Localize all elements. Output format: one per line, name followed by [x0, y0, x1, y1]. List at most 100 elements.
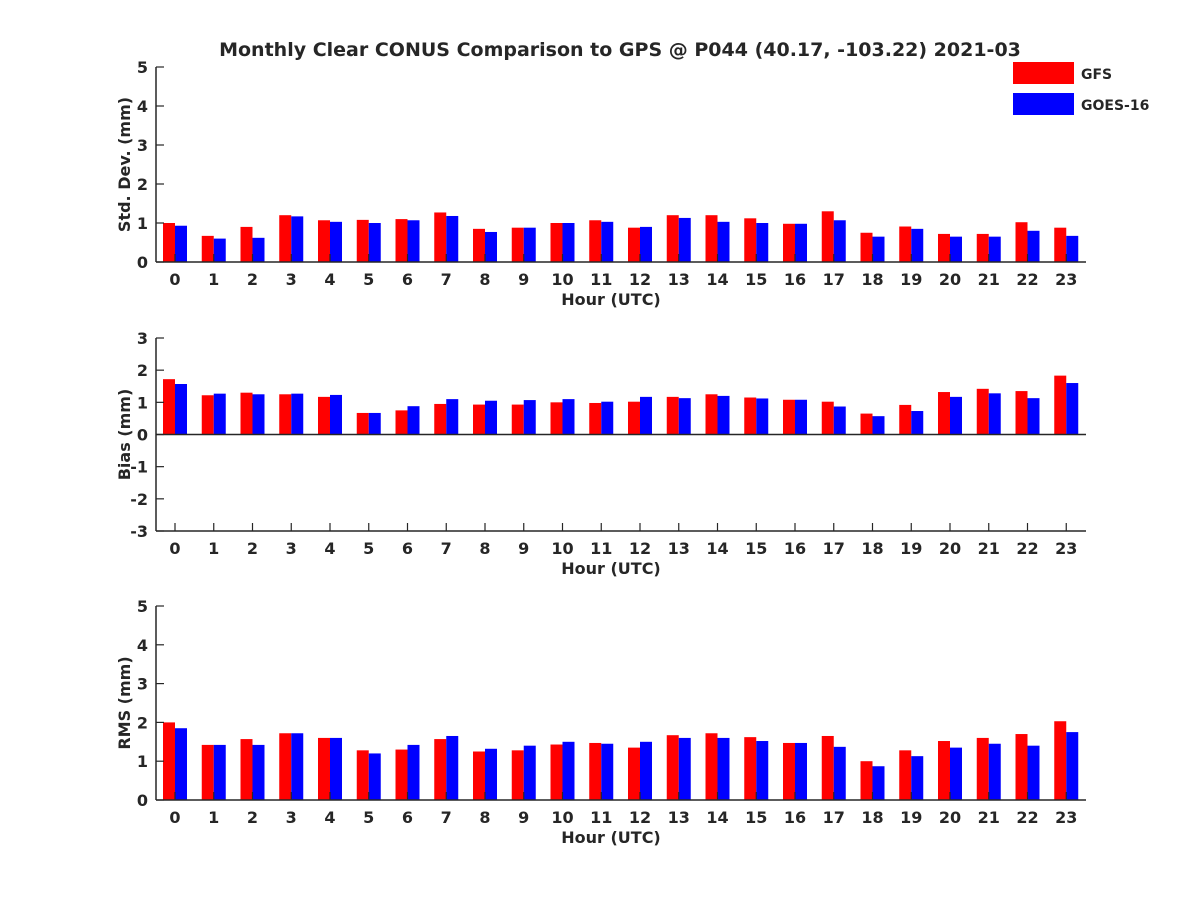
bar-gfs-p3-h3: [279, 733, 292, 800]
bar-gfs-p2-h18: [860, 413, 873, 435]
bar-gfs-p2-h17: [821, 401, 834, 435]
bar-goes-16-p1-h20: [950, 236, 962, 262]
x-tick-label-p2: 6: [402, 539, 413, 558]
bar-goes-16-p1-h17: [833, 220, 846, 262]
bar-gfs-p3-h22: [1015, 734, 1028, 800]
bar-goes-16-p1-h21: [988, 236, 1001, 262]
bar-goes-16-p2-h18: [872, 416, 885, 435]
x-tick-label-p1: 20: [939, 270, 961, 289]
bar-gfs-p2-h5: [356, 412, 369, 435]
x-tick-label-p3: 12: [629, 808, 651, 827]
x-tick-label-p1: 23: [1055, 270, 1077, 289]
y-tick-label-p3: 5: [137, 597, 148, 616]
x-tick-label-p2: 18: [861, 539, 883, 558]
bar-goes-16-p3-h1: [213, 744, 226, 800]
legend-label-gfs: GFS: [1081, 67, 1112, 83]
x-tick-label-p2: 16: [784, 539, 806, 558]
bar-goes-16-p3-h0: [175, 728, 187, 800]
bar-gfs-p1-h4: [318, 220, 330, 262]
bar-gfs-p1-h14: [705, 215, 718, 262]
bar-goes-16-p2-h0: [175, 384, 187, 435]
bar-goes-16-p2-h15: [756, 398, 769, 435]
bar-goes-16-p1-h23: [1066, 235, 1079, 262]
x-tick-label-p3: 6: [402, 808, 413, 827]
bar-goes-16-p3-h22: [1027, 745, 1040, 800]
bar-goes-16-p1-h13: [678, 217, 691, 262]
x-tick-label-p2: 13: [668, 539, 690, 558]
bar-goes-16-p3-h9: [523, 745, 536, 800]
bar-gfs-p3-h1: [201, 744, 214, 800]
x-tick-label-p3: 17: [823, 808, 845, 827]
bar-goes-16-p1-h0: [175, 225, 187, 262]
bar-goes-16-p1-h18: [872, 236, 885, 262]
bar-goes-16-p3-h12: [640, 741, 652, 800]
bar-gfs-p2-h11: [589, 402, 602, 435]
bar-gfs-p2-h20: [938, 392, 950, 435]
y-tick-label-p1: 3: [137, 136, 148, 155]
y-tick-label-p3: 4: [137, 636, 148, 655]
y-tick-label-p1: 0: [137, 253, 148, 272]
x-tick-label-p3: 18: [861, 808, 883, 827]
x-tick-label-p1: 11: [590, 270, 612, 289]
bar-gfs-p2-h16: [783, 399, 795, 435]
y-tick-label-p2: -2: [130, 490, 148, 509]
x-tick-label-p2: 23: [1055, 539, 1077, 558]
x-tick-label-p1: 14: [706, 270, 728, 289]
y-tick-label-p2: 0: [137, 426, 148, 445]
bar-gfs-p1-h11: [589, 220, 602, 262]
x-tick-label-p3: 20: [939, 808, 961, 827]
x-tick-label-p1: 22: [1016, 270, 1038, 289]
x-axis-label-p3: Hour (UTC): [561, 828, 661, 847]
chart-title: Monthly Clear CONUS Comparison to GPS @ …: [219, 39, 1021, 61]
bar-gfs-p1-h1: [201, 235, 214, 262]
x-tick-label-p2: 0: [169, 539, 180, 558]
x-tick-label-p1: 10: [551, 270, 573, 289]
bar-gfs-p1-h10: [550, 223, 563, 262]
bar-gfs-p2-h0: [163, 379, 175, 435]
bar-goes-16-p3-h19: [911, 756, 924, 800]
y-tick-label-p1: 2: [137, 175, 148, 194]
bar-gfs-p3-h23: [1054, 721, 1067, 800]
y-tick-label-p2: 2: [137, 361, 148, 380]
x-tick-label-p2: 19: [900, 539, 922, 558]
bar-goes-16-p2-h1: [213, 393, 226, 435]
x-tick-label-p1: 7: [441, 270, 452, 289]
bar-gfs-p2-h15: [744, 397, 757, 435]
bar-goes-16-p2-h2: [252, 394, 265, 435]
y-tick-label-p1: 4: [137, 97, 148, 116]
x-tick-label-p2: 2: [247, 539, 258, 558]
x-tick-label-p3: 4: [324, 808, 335, 827]
bar-goes-16-p3-h10: [562, 741, 575, 800]
bar-goes-16-p3-h4: [330, 737, 342, 800]
x-tick-label-p1: 5: [363, 270, 374, 289]
bar-goes-16-p2-h10: [562, 399, 575, 435]
x-tick-label-p2: 4: [324, 539, 335, 558]
bar-gfs-p3-h19: [899, 750, 912, 800]
x-tick-label-p2: 12: [629, 539, 651, 558]
bar-goes-16-p1-h9: [523, 227, 536, 262]
x-tick-label-p3: 13: [668, 808, 690, 827]
bar-gfs-p3-h9: [511, 750, 524, 800]
bar-gfs-p2-h6: [395, 410, 408, 435]
legend-label-goes-16: GOES-16: [1081, 98, 1149, 114]
x-tick-label-p2: 1: [208, 539, 219, 558]
bar-goes-16-p2-h13: [678, 398, 691, 435]
x-tick-label-p1: 18: [861, 270, 883, 289]
y-tick-label-p2: -3: [130, 522, 148, 541]
bar-gfs-p3-h21: [976, 737, 989, 800]
x-tick-label-p2: 5: [363, 539, 374, 558]
bar-gfs-p3-h2: [240, 739, 253, 800]
bar-gfs-p3-h12: [628, 747, 640, 800]
bar-gfs-p3-h16: [783, 742, 795, 800]
x-tick-label-p2: 7: [441, 539, 452, 558]
bar-gfs-p3-h15: [744, 737, 757, 800]
x-tick-label-p2: 10: [551, 539, 573, 558]
bar-gfs-p3-h5: [356, 750, 369, 800]
bar-gfs-p2-h1: [201, 395, 214, 435]
x-tick-label-p2: 20: [939, 539, 961, 558]
bar-goes-16-p3-h16: [795, 742, 807, 800]
bar-goes-16-p1-h11: [601, 221, 614, 262]
x-axis-label-p1: Hour (UTC): [561, 290, 661, 309]
y-axis-label-p2: Bias (mm): [115, 389, 134, 481]
bar-goes-16-p3-h6: [407, 744, 420, 800]
